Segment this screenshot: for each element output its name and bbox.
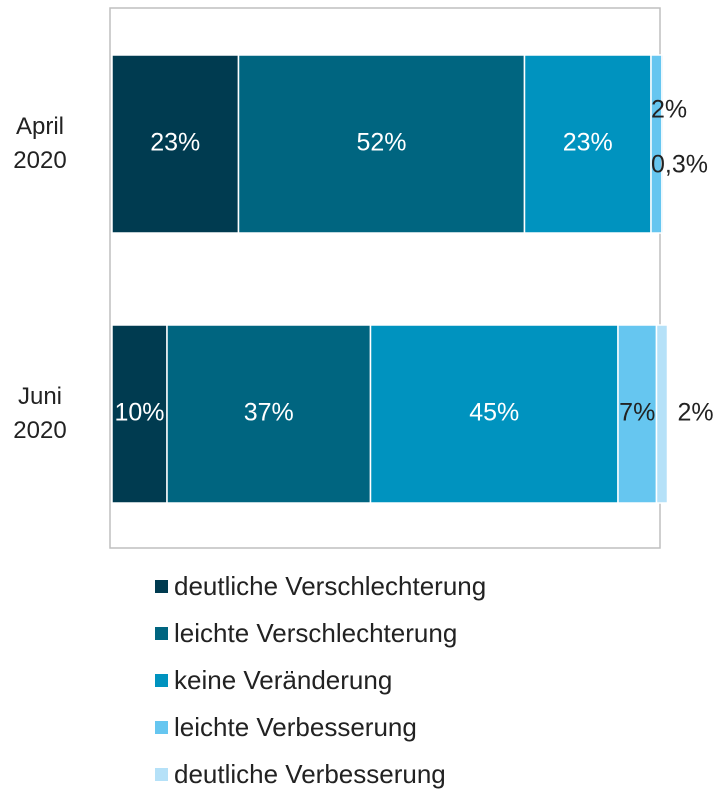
bar-segment — [661, 54, 665, 234]
data-label: 2% — [651, 96, 687, 124]
bar-segment — [523, 54, 652, 234]
legend-label: deutliche Verbesserung — [174, 759, 446, 789]
legend-label: keine Veränderung — [174, 665, 393, 695]
legend-item: deutliche Verschlechterung — [155, 563, 486, 610]
bar-segment — [237, 54, 526, 234]
data-label: 10% — [114, 399, 164, 427]
legend-item: leichte Verschlechterung — [155, 610, 486, 657]
legend-swatch — [155, 768, 168, 781]
legend-swatch — [155, 674, 168, 687]
bar-segment — [650, 54, 663, 234]
legend-label: leichte Verbesserung — [174, 712, 417, 742]
bar-segment — [111, 54, 240, 234]
legend-item: keine Veränderung — [155, 657, 486, 704]
bar-segment — [369, 324, 619, 504]
legend-label: leichte Verschlechterung — [174, 618, 458, 648]
data-label: 52% — [356, 129, 406, 157]
bar-segment — [111, 324, 168, 504]
bar-segment — [655, 324, 669, 504]
data-label: 37% — [244, 399, 294, 427]
category-label: April 2020 — [13, 113, 67, 174]
plot-frame — [109, 7, 661, 549]
legend-swatch — [155, 580, 168, 593]
data-label: 2% — [678, 399, 714, 427]
data-label: 45% — [469, 399, 519, 427]
data-label: 23% — [563, 129, 613, 157]
legend-item: leichte Verbesserung — [155, 704, 486, 751]
data-label: 0,3% — [651, 151, 708, 179]
legend: deutliche Verschlechterung leichte Versch… — [155, 563, 486, 798]
legend-swatch — [155, 721, 168, 734]
category-label: Juni 2020 — [13, 383, 67, 444]
legend-label: deutliche Verschlechterung — [174, 571, 487, 601]
data-label: 23% — [150, 129, 200, 157]
data-label: 7% — [619, 399, 655, 427]
legend-item: deutliche Verbesserung — [155, 751, 486, 798]
bar-segment — [166, 324, 372, 504]
legend-swatch — [155, 627, 168, 640]
